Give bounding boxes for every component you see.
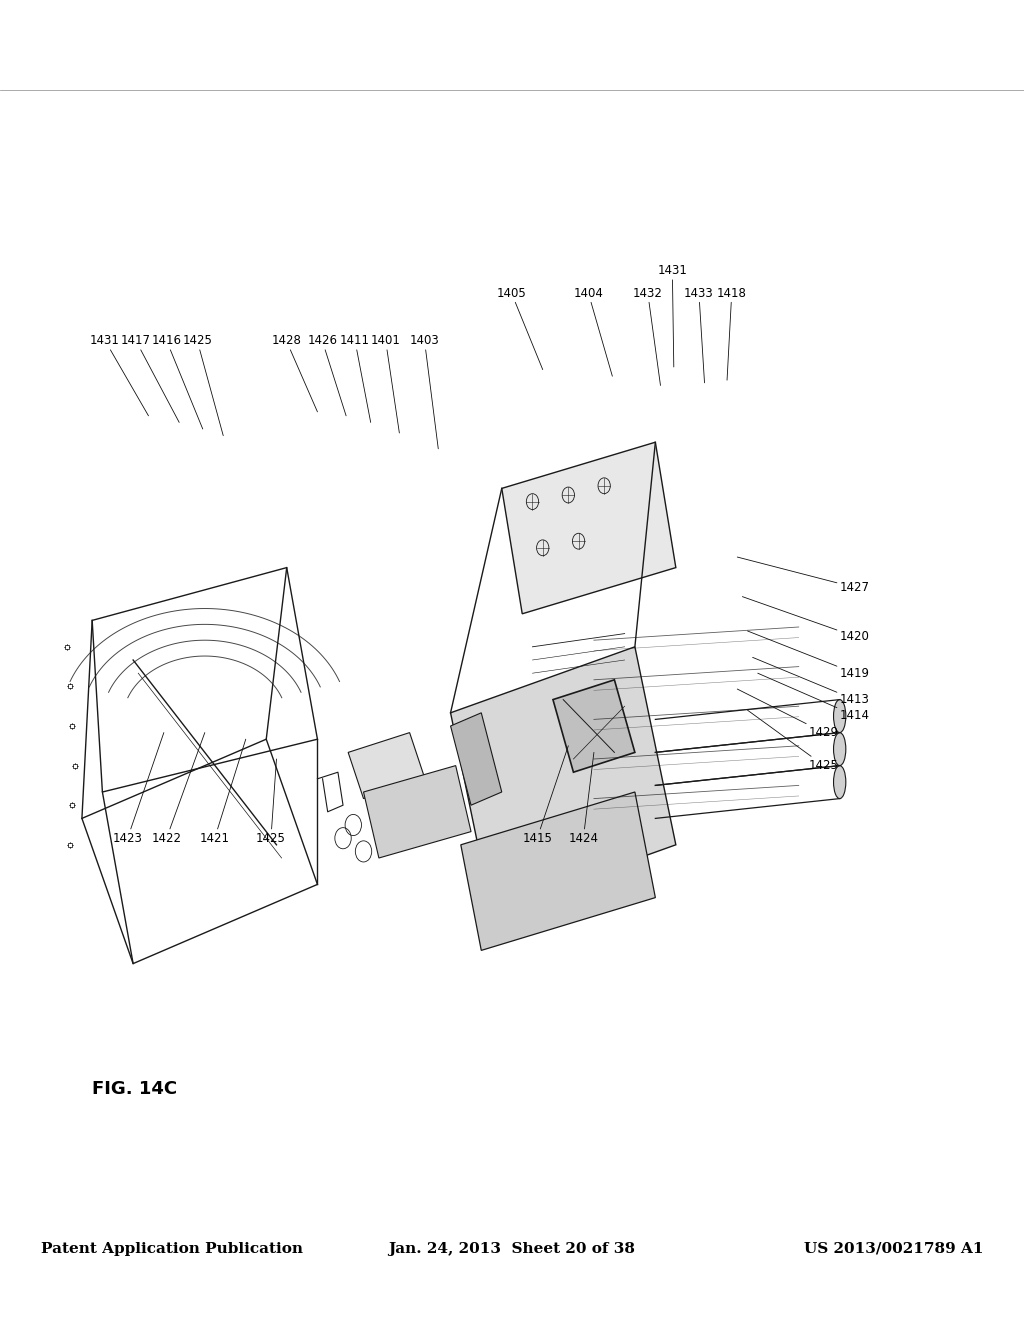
Text: 1421: 1421 — [200, 739, 246, 845]
Text: 1413: 1413 — [753, 657, 869, 706]
Polygon shape — [502, 442, 676, 614]
Text: 1429: 1429 — [737, 689, 839, 739]
Text: 1401: 1401 — [371, 334, 400, 433]
Polygon shape — [553, 680, 635, 772]
Text: 1416: 1416 — [152, 334, 203, 429]
Text: 1403: 1403 — [410, 334, 439, 449]
Text: 1432: 1432 — [633, 286, 663, 385]
Ellipse shape — [834, 733, 846, 766]
Ellipse shape — [834, 700, 846, 733]
Text: 1425: 1425 — [256, 759, 286, 845]
Text: Jan. 24, 2013  Sheet 20 of 38: Jan. 24, 2013 Sheet 20 of 38 — [388, 1242, 636, 1255]
Text: 1422: 1422 — [152, 733, 205, 845]
Text: Patent Application Publication: Patent Application Publication — [41, 1242, 303, 1255]
Text: 1433: 1433 — [684, 286, 714, 383]
Text: 1425: 1425 — [182, 334, 223, 436]
Ellipse shape — [834, 766, 846, 799]
Polygon shape — [451, 647, 676, 911]
Text: 1427: 1427 — [737, 557, 869, 594]
Text: 1425: 1425 — [748, 710, 839, 772]
Polygon shape — [348, 733, 425, 799]
Text: 1428: 1428 — [271, 334, 317, 412]
Text: FIG. 14C: FIG. 14C — [92, 1080, 177, 1098]
Text: 1405: 1405 — [497, 286, 543, 370]
Text: 1404: 1404 — [573, 286, 612, 376]
Text: 1424: 1424 — [568, 752, 598, 845]
Text: 1420: 1420 — [742, 597, 869, 643]
Text: 1419: 1419 — [748, 631, 869, 680]
Polygon shape — [364, 766, 471, 858]
Text: 1417: 1417 — [121, 334, 179, 422]
Text: US 2013/0021789 A1: US 2013/0021789 A1 — [804, 1242, 983, 1255]
Text: 1423: 1423 — [113, 733, 164, 845]
Text: 1431: 1431 — [90, 334, 148, 416]
Polygon shape — [451, 713, 502, 805]
Text: 1418: 1418 — [717, 286, 746, 380]
Text: 1415: 1415 — [522, 746, 568, 845]
Polygon shape — [461, 792, 655, 950]
Text: 1414: 1414 — [758, 673, 869, 722]
Text: 1426: 1426 — [307, 334, 346, 416]
Text: 1431: 1431 — [657, 264, 687, 367]
Text: 1411: 1411 — [340, 334, 371, 422]
